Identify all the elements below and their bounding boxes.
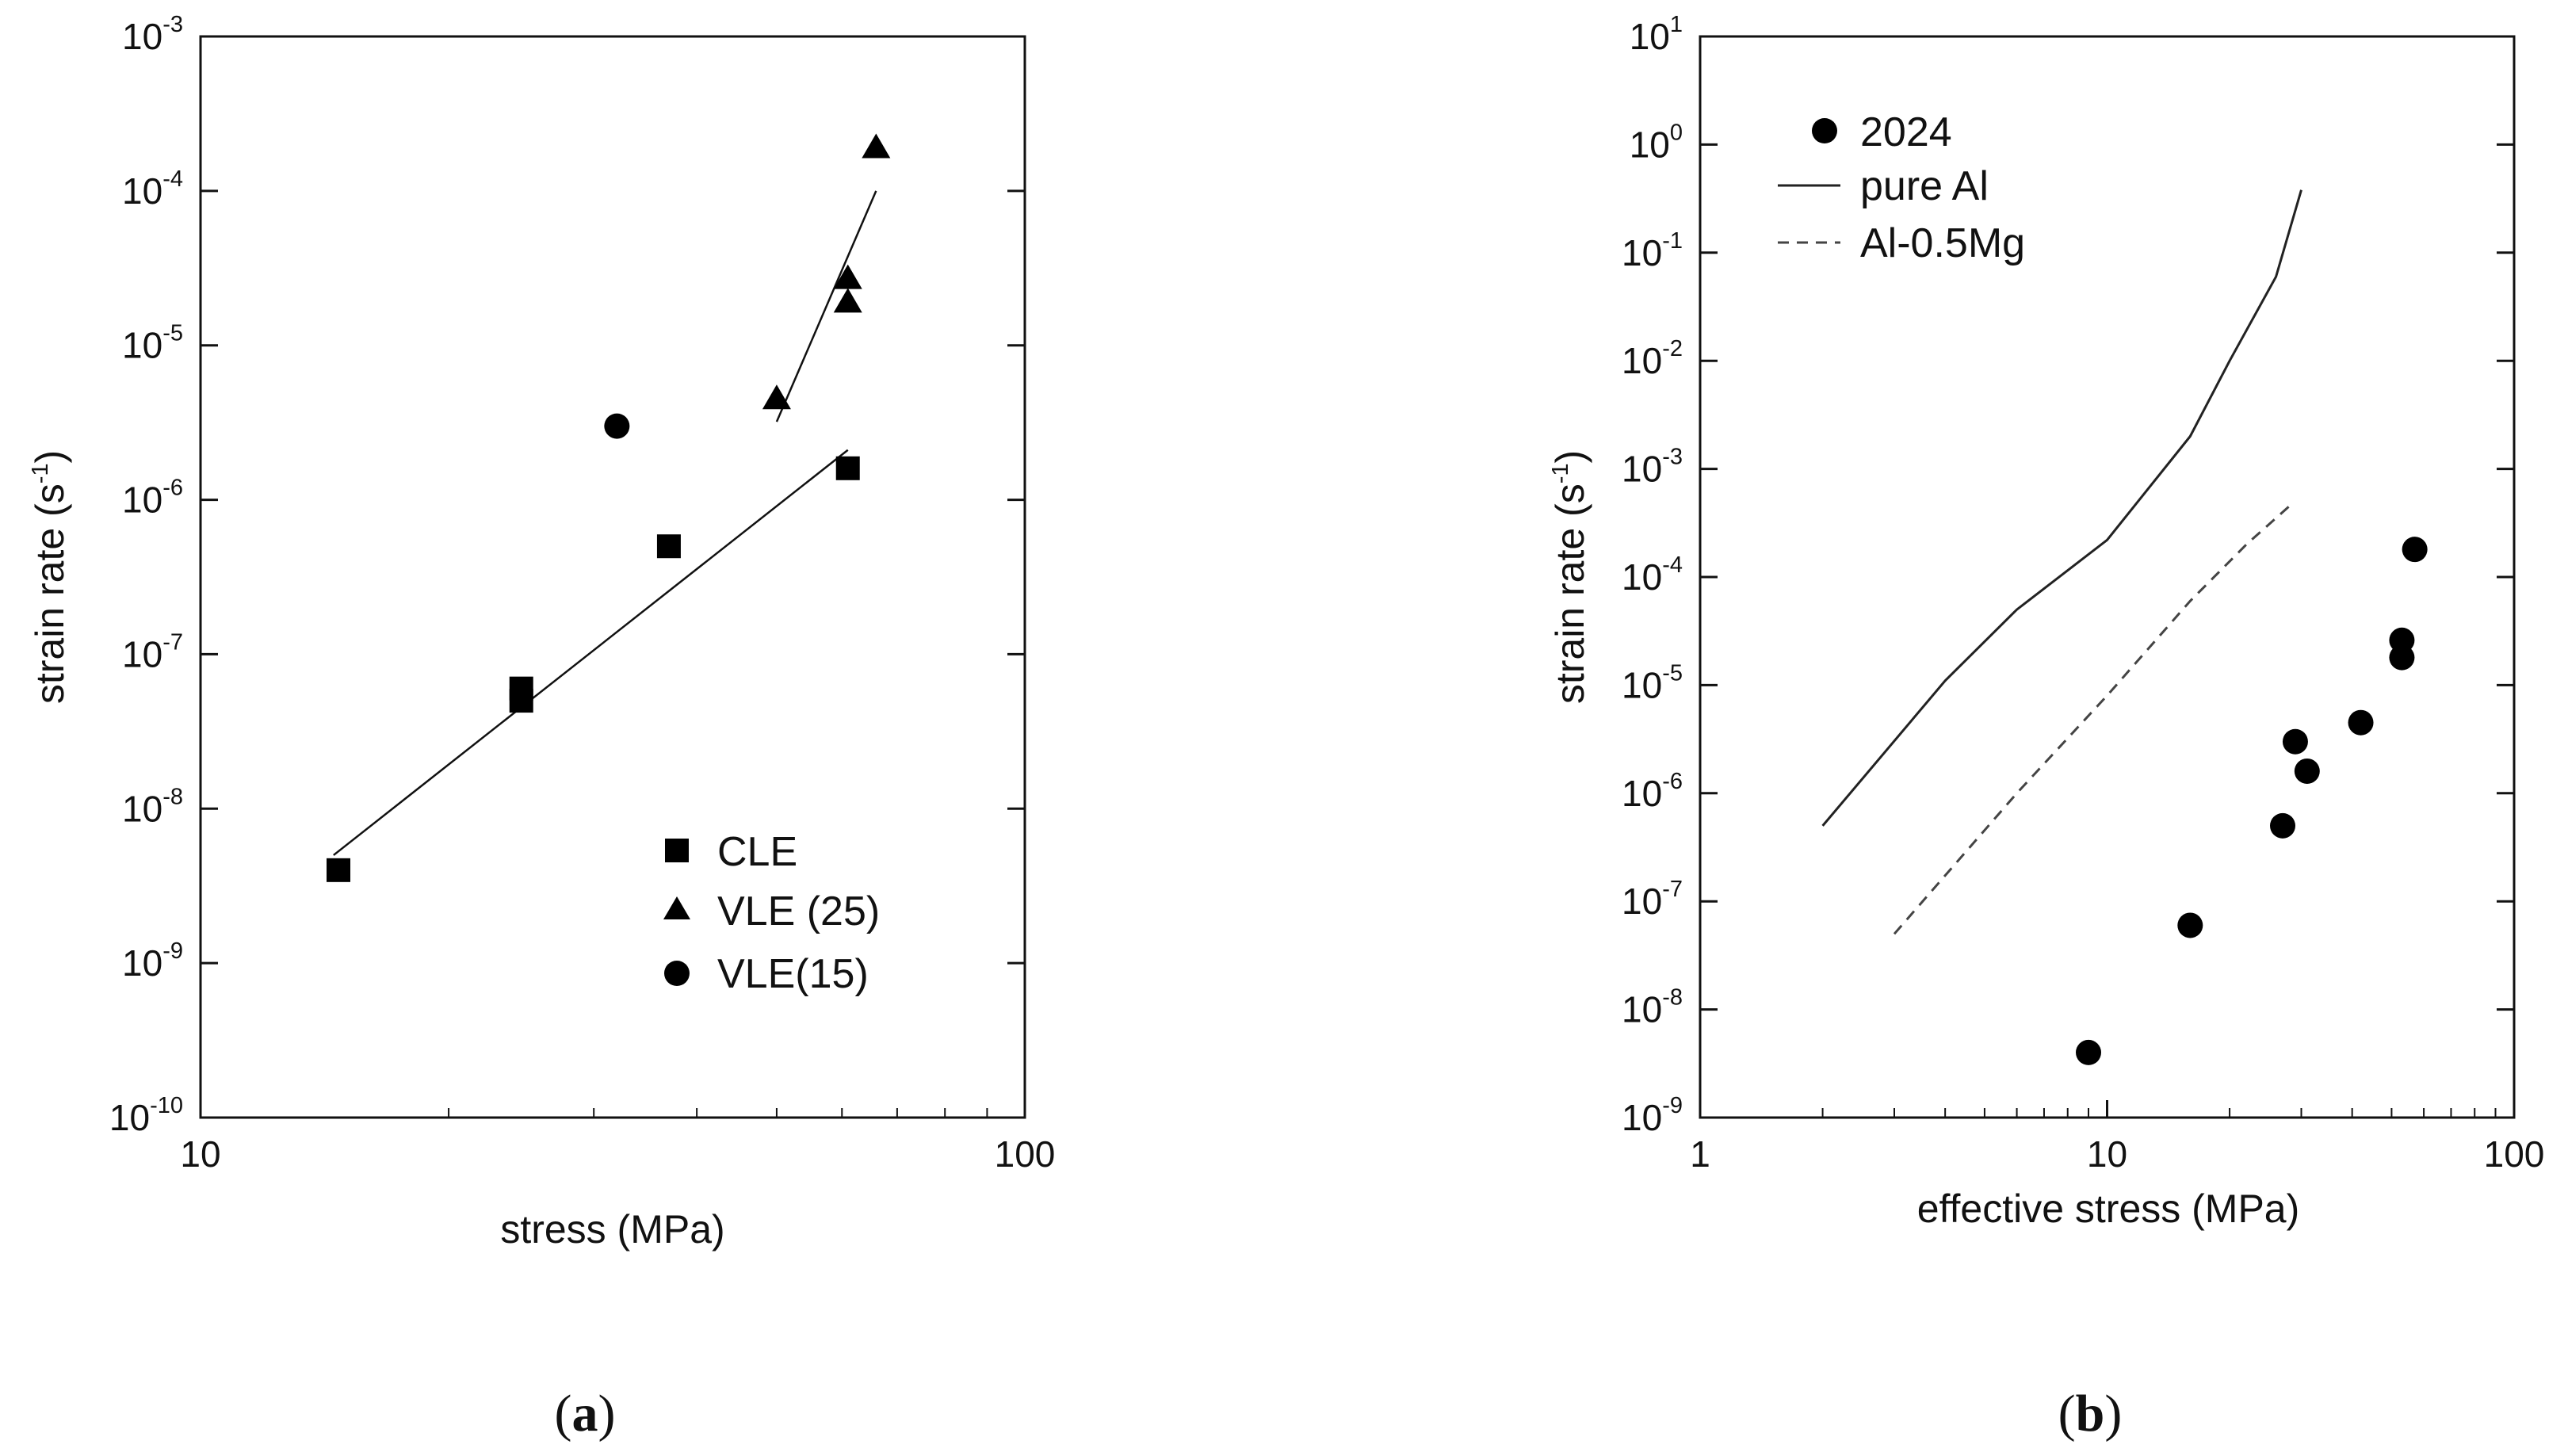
y-tick-label: 10-2 [1622,336,1683,381]
data-point [833,264,862,289]
data-point [2076,1039,2102,1065]
data-point [2389,644,2415,671]
series-line [1821,189,2302,827]
caption-a-letter: a [572,1385,598,1443]
legend-b-marker-2024 [1812,118,1837,143]
y-tick-label: 10-3 [122,12,183,57]
plot-frame-a [199,35,1026,1119]
y-tick-label: 10-7 [1622,877,1683,922]
y-tick-label: 10-4 [1622,552,1683,598]
x-axis-label-b: effective stress (MPa) [1917,1187,2300,1231]
y-tick-label: 10-3 [1622,445,1683,490]
y-tick-label: 10-9 [122,938,183,984]
y-tick-label: 10-6 [122,476,183,521]
y-tick-label: 10-5 [1622,660,1683,705]
caption-b: (b) [2058,1385,2123,1443]
y-axis-label-a-text: strain rate (s [28,483,72,704]
data-points-b [2076,537,2428,1065]
y-axis-label-b-sup: -1 [1548,464,1573,484]
legend-a-marker-cle [665,839,689,862]
y-tick-label: 10-1 [1622,228,1683,273]
tick-marks-a [199,35,1026,1119]
data-point [862,133,891,159]
y-tick-label: 100 [1630,120,1683,165]
legend-a-marker-vle25 [663,896,690,919]
data-point [2270,812,2296,839]
x-axis-label-a: stress (MPa) [500,1207,724,1252]
caption-a-open: ( [555,1385,572,1443]
x-tick-label: 10 [180,1133,220,1175]
x-tick-label: 100 [995,1133,1056,1175]
data-point [2177,912,2203,938]
data-point [835,456,860,480]
data-point [327,858,351,882]
legend-b-label-2024: 2024 [1860,109,1952,155]
tick-marks-b [1699,35,2516,1119]
legend-b-label-pure-al: pure Al [1860,163,1989,209]
x-tick-label: 10 [2087,1133,2127,1175]
caption-a: (a) [555,1385,616,1443]
data-point [656,534,681,559]
y-tick-label: 10-6 [1622,769,1683,814]
y-axis-label-b-close: ) [1548,450,1592,464]
data-point [762,384,791,410]
y-tick-label: 10-5 [122,321,183,366]
y-axis-label-a: strain rate (s-1) [28,450,72,704]
data-point [2402,537,2428,563]
legend-b-label-al-mg: Al-0.5Mg [1860,220,2025,266]
caption-b-close: ) [2104,1385,2122,1443]
data-points-a [327,133,891,882]
y-tick-label: 10-7 [122,629,183,674]
fit-line [333,449,849,856]
panel-b: 1 10 100 10-9 10-8 10-7 10-6 10-5 10-4 10-3 10-2 10… [1548,12,2544,1443]
fit-lines-a [333,190,877,856]
legend-b: 2024 pure Al Al-0.5Mg [1778,109,2025,266]
caption-a-close: ) [598,1385,616,1443]
data-point [509,689,533,713]
caption-b-open: ( [2058,1385,2076,1443]
legend-a-marker-vle15 [664,961,690,986]
panel-a: 10 100 10-10 10-9 10-8 10-7 10-6 10-5 10-4 10-3 s… [28,12,1055,1443]
x-tick-label: 1 [1690,1133,1710,1175]
plot-frame-b [1699,35,2516,1119]
data-point [2294,758,2320,784]
data-point [2348,709,2374,736]
legend-a-label-vle15: VLE(15) [717,951,869,997]
fit-line [775,190,877,422]
y-tick-label: 10-4 [122,166,183,212]
legend-a-label-cle: CLE [717,829,797,875]
tick-labels-a: 10 100 10-10 10-9 10-8 10-7 10-6 10-5 10-4 10-3 [109,12,1055,1175]
y-tick-label: 101 [1630,12,1683,57]
y-tick-label: 10-8 [1622,985,1683,1030]
y-tick-label: 10-10 [109,1093,183,1138]
y-axis-label-b: strain rate (s-1) [1548,450,1592,704]
model-curves-b [1821,189,2302,935]
y-axis-label-b-text: strain rate (s [1548,483,1592,704]
y-tick-label: 10-9 [1622,1093,1683,1138]
data-point [604,413,630,439]
data-point [2282,728,2308,755]
legend-a-label-vle25: VLE (25) [717,889,880,934]
y-axis-label-a-sup: -1 [28,464,53,484]
caption-b-letter: b [2076,1385,2105,1443]
data-point [833,288,862,313]
y-tick-label: 10-8 [122,784,183,829]
x-tick-label: 100 [2484,1133,2545,1175]
series-line [1893,505,2291,935]
y-axis-label-a-close: ) [28,450,72,464]
legend-a: CLE VLE (25) VLE(15) [663,829,880,997]
tick-labels-b: 1 10 100 10-9 10-8 10-7 10-6 10-5 10-4 10-3 10-2 10… [1622,12,2544,1175]
